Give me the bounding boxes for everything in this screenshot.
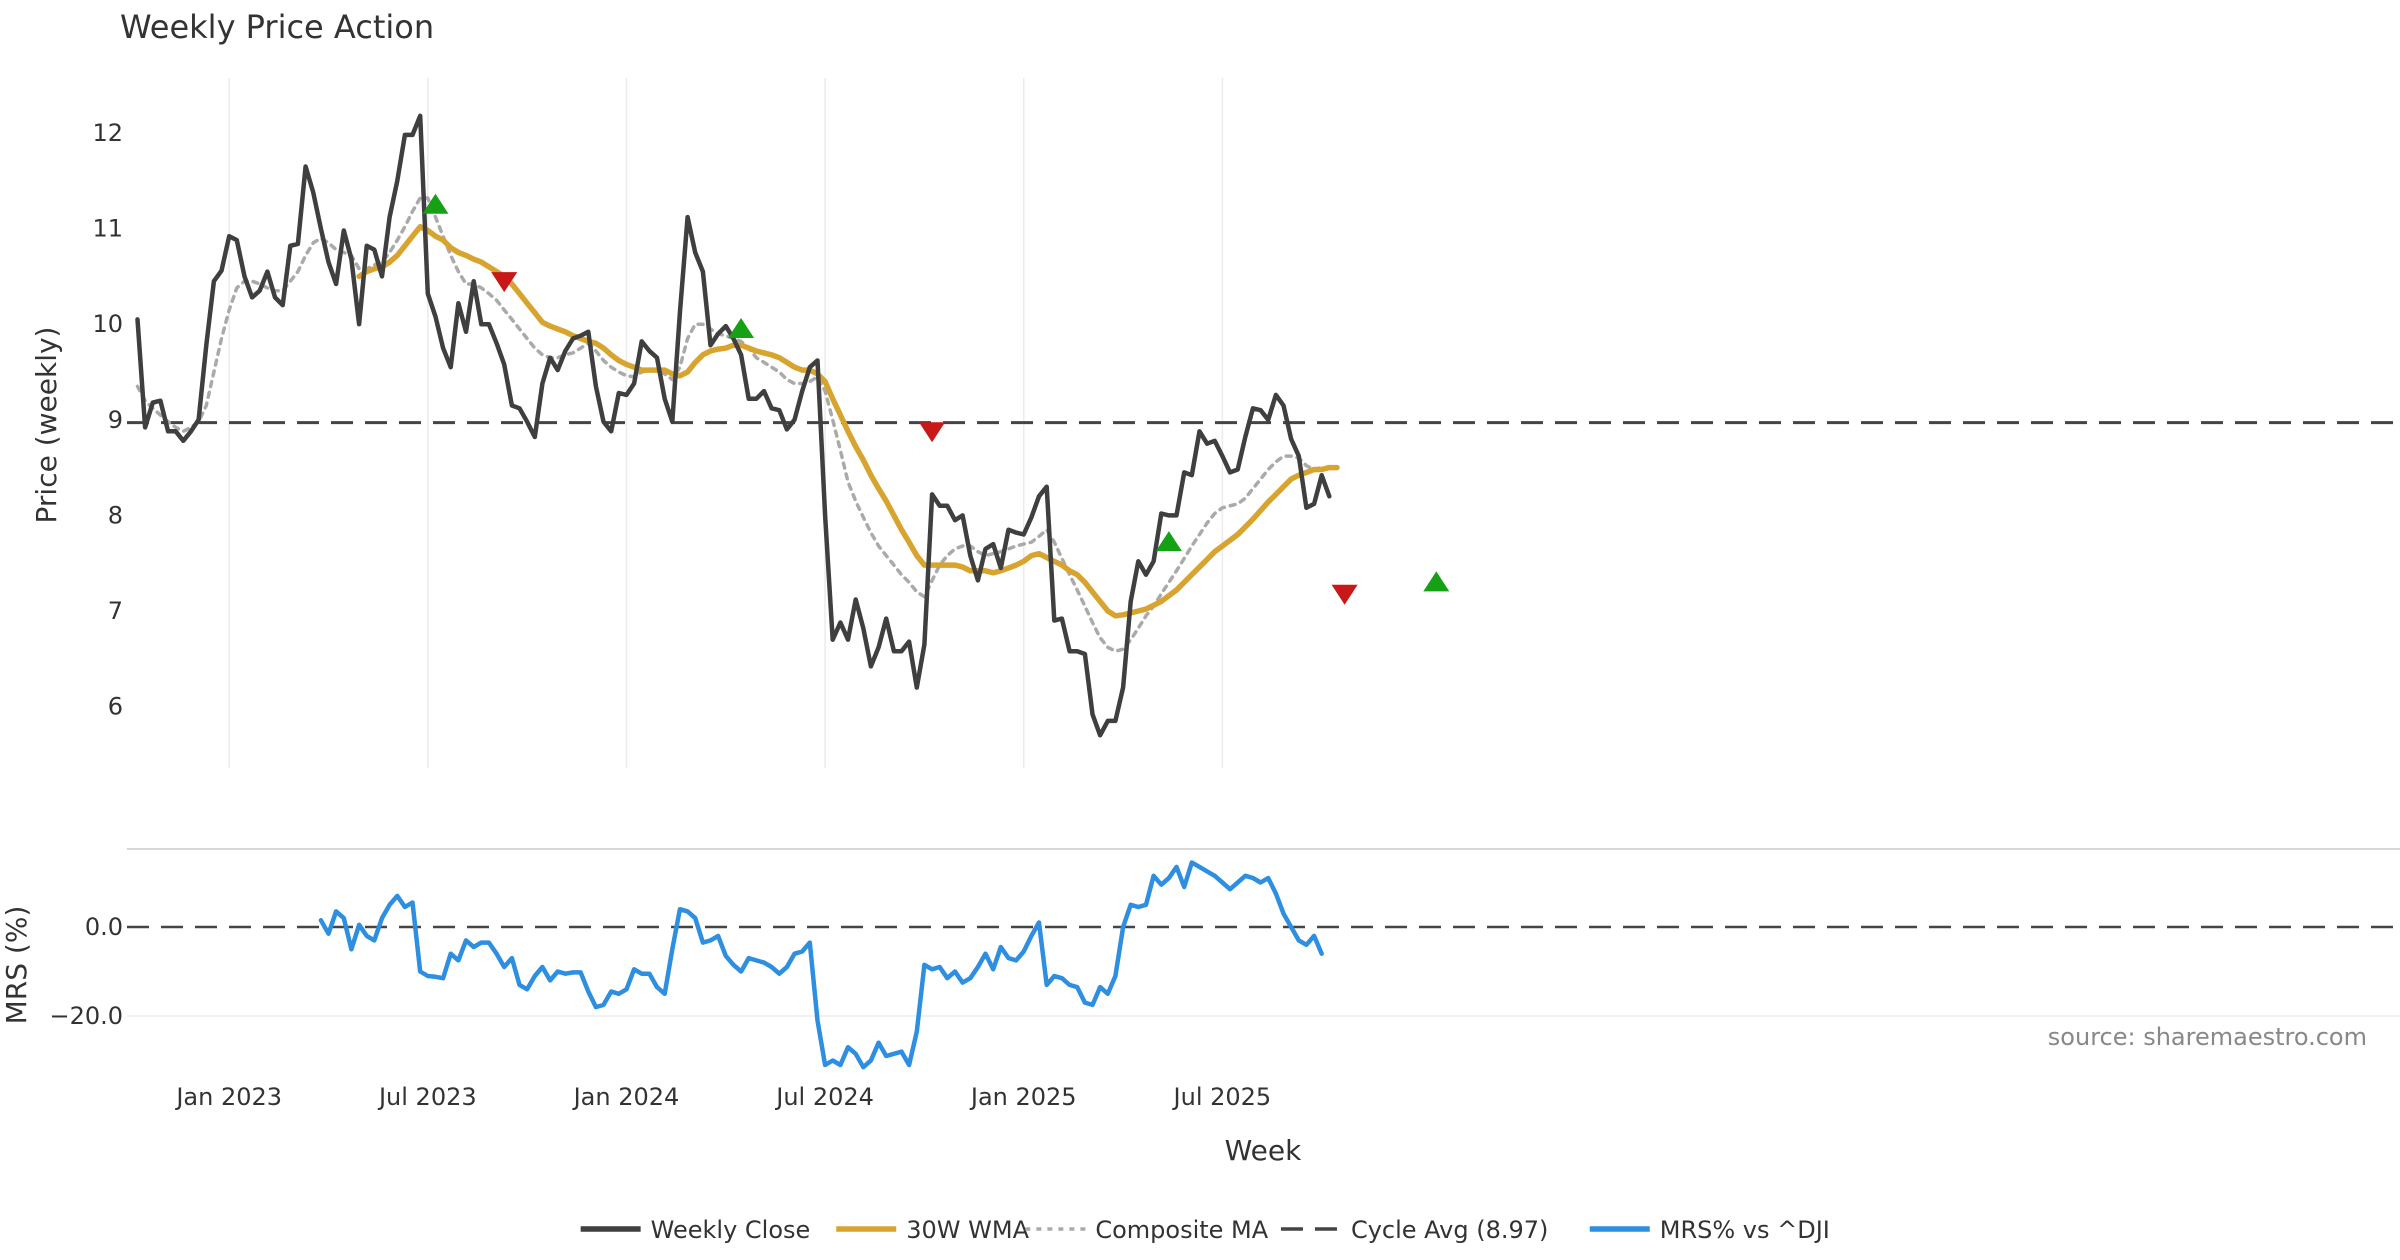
grid-lines (127, 78, 2400, 1017)
buy-marker-3 (1423, 571, 1450, 592)
price-y-tick: 7 (108, 597, 123, 625)
legend-label-3: Cycle Avg (8.97) (1351, 1216, 1548, 1244)
legend-label-2: Composite MA (1095, 1216, 1268, 1244)
chart-title: Weekly Price Action (120, 8, 434, 46)
price-y-label: Price (weekly) (30, 327, 63, 524)
x-ticks: Jan 2023 Jul 2023 Jan 2024 Jul 2024 Jan 2025… (174, 1083, 1271, 1111)
mrs-y-label: MRS (%) (0, 906, 33, 1025)
x-tick-label: Jan 2025 (969, 1083, 1077, 1111)
mrs-line (318, 860, 1324, 1070)
mrs-y-tick: −20.0 (49, 1002, 123, 1030)
sell-marker-2 (1331, 584, 1358, 605)
composite-ma-line (135, 196, 1332, 653)
legend-label-1: 30W WMA (906, 1216, 1029, 1244)
buy-marker-2 (1155, 531, 1182, 552)
buy-marker-0 (422, 193, 449, 214)
legend-label-4: MRS% vs ^DJI (1660, 1216, 1830, 1244)
legend: Weekly Close 30W WMA Composite MA Cycle Avg… (580, 1216, 1830, 1244)
x-tick-label: Jan 2024 (572, 1083, 680, 1111)
x-tick-label: Jan 2023 (174, 1083, 282, 1111)
price-y-tick: 8 (108, 501, 123, 529)
price-panel: 6 7 8 9 10 11 12 (92, 113, 2400, 738)
x-tick-label: Jul 2023 (377, 1083, 477, 1111)
price-y-tick: 10 (92, 310, 123, 338)
mrs-y-tick: 0.0 (85, 913, 123, 941)
source-note: source: sharemaestro.com (2048, 1023, 2367, 1051)
buy-marker-1 (728, 317, 755, 338)
wma-30w-line (356, 223, 1340, 619)
legend-label-0: Weekly Close (651, 1216, 811, 1244)
x-tick-label: Jul 2025 (1172, 1083, 1272, 1111)
price-y-tick: 9 (108, 406, 123, 434)
x-tick-label: Jul 2024 (774, 1083, 874, 1111)
x-axis-label: Week (1225, 1134, 1302, 1167)
mrs-panel: 0.0 −20.0 (49, 860, 2400, 1070)
sell-marker-0 (491, 272, 518, 293)
sell-marker-1 (919, 422, 946, 443)
weekly-close-line (135, 113, 1332, 738)
price-y-tick: 6 (108, 693, 123, 721)
price-y-tick: 12 (92, 119, 123, 147)
price-y-tick: 11 (92, 215, 123, 243)
